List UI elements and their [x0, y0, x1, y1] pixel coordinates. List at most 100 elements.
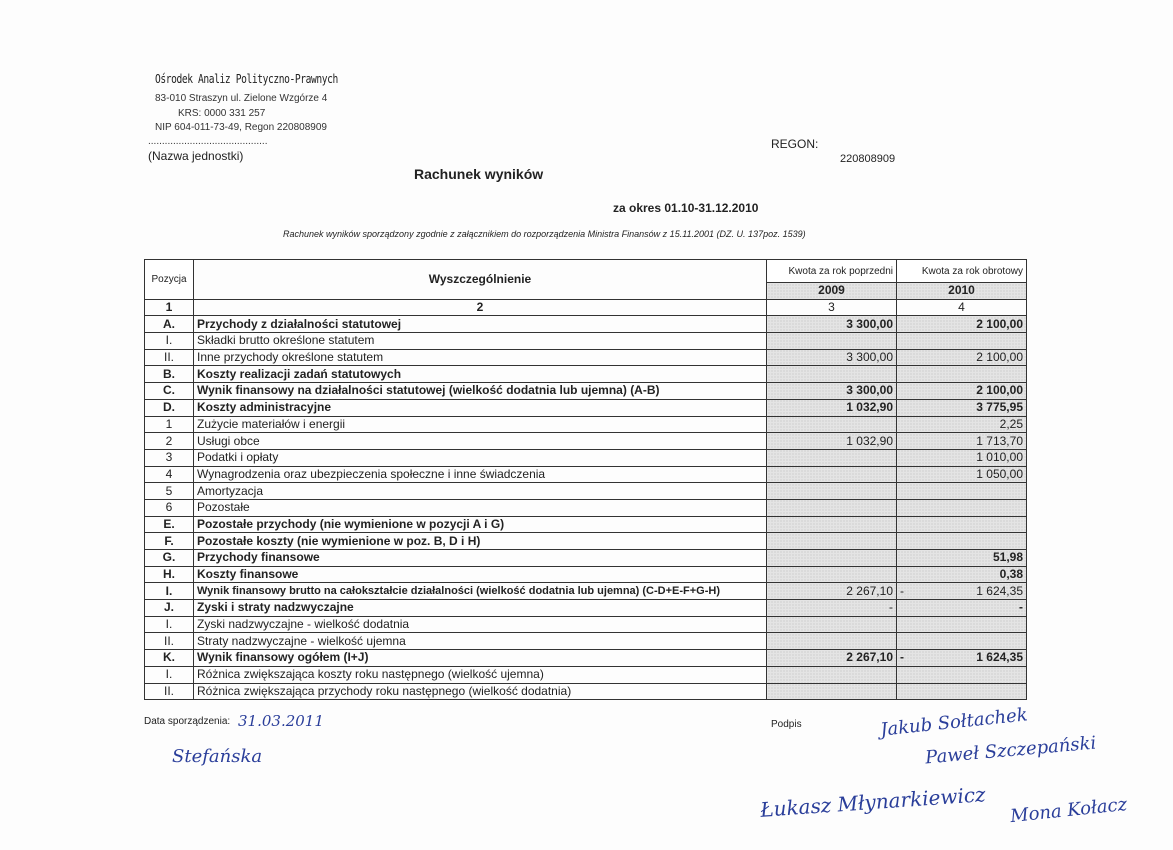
- table-row: I. Wynik finansowy brutto na całokształci…: [144, 582, 1027, 601]
- row-prev-amount: [766, 549, 897, 567]
- table-row: II. Różnica zwiększająca przychody roku n…: [144, 682, 1027, 701]
- col-num-1: 1: [144, 298, 194, 317]
- dotted-line: ........................................…: [148, 136, 268, 147]
- table-row: K. Wynik finansowy ogółem (I+J) 2 267,10- 1…: [144, 649, 1027, 667]
- row-curr-amount: [896, 665, 1027, 684]
- row-description: Koszty finansowe: [193, 565, 767, 584]
- row-position: G.: [144, 549, 194, 567]
- row-curr-amount: [896, 515, 1027, 534]
- row-prev-amount: [766, 365, 897, 384]
- row-prev-amount: 1 032,90: [766, 398, 897, 417]
- header-prev-year: 2009: [766, 282, 897, 300]
- row-prev-amount: [766, 415, 897, 434]
- row-curr-amount: [896, 365, 1027, 384]
- row-position: I.: [144, 332, 194, 350]
- date-value: 31.03.2011: [238, 712, 324, 730]
- header-desc: Wyszczególnienie: [193, 259, 767, 300]
- curr-value: 2,25: [999, 416, 1023, 431]
- row-prev-amount: [766, 615, 897, 634]
- row-prev-amount: 3 300,00: [766, 315, 897, 334]
- table-row: F. Pozostałe koszty (nie wymienione w poz…: [144, 532, 1027, 550]
- row-position: E.: [144, 515, 194, 534]
- signature-1: Jakub Sołtachek: [879, 704, 1029, 741]
- curr-value: 1 624,35: [976, 650, 1023, 665]
- row-position: I.: [144, 615, 194, 634]
- table-row: D. Koszty administracyjne 1 032,90 3 775,95: [144, 398, 1027, 417]
- table-row: 5 Amortyzacja: [144, 482, 1027, 500]
- legal-note: Rachunek wyników sporządzony zgodnie z z…: [283, 229, 806, 239]
- page-title: Rachunek wyników: [414, 166, 544, 182]
- col-num-4: 4: [896, 298, 1027, 317]
- row-position: 1: [144, 415, 194, 434]
- row-position: K.: [144, 649, 194, 667]
- row-description: Wynik finansowy ogółem (I+J): [193, 649, 767, 667]
- org-name: Ośrodek Analiz Polityczno-Prawnych: [155, 72, 338, 86]
- row-position: C.: [144, 382, 194, 400]
- row-curr-amount: [896, 632, 1027, 651]
- row-prev-amount: [766, 532, 897, 550]
- row-curr-amount: -: [896, 599, 1027, 617]
- row-curr-amount: [896, 615, 1027, 634]
- table-row: B. Koszty realizacji zadań statutowych: [144, 365, 1027, 384]
- unit-label: (Nazwa jednostki): [148, 149, 244, 163]
- row-curr-amount: 2 100,00: [896, 348, 1027, 367]
- curr-value: 2 100,00: [976, 350, 1023, 365]
- curr-value: 51,98: [992, 550, 1023, 565]
- minus-sign: -: [900, 583, 904, 598]
- row-description: Pozostałe przychody (nie wymienione w po…: [193, 515, 767, 534]
- row-description: Straty nadzwyczajne - wielkość ujemna: [193, 632, 767, 651]
- table-row: H. Koszty finansowe 0,38: [144, 565, 1027, 584]
- minus-sign: -: [900, 650, 904, 665]
- row-prev-amount: [766, 515, 897, 534]
- curr-value: 1 050,00: [976, 466, 1023, 481]
- table-row: E. Pozostałe przychody (nie wymienione w …: [144, 515, 1027, 534]
- header-curr: Kwota za rok obrotowy: [896, 259, 1027, 283]
- curr-value: 1 624,35: [976, 583, 1023, 598]
- signature-3: Łukasz Młynarkiewicz: [759, 782, 987, 822]
- preparer-signature: Stefańska: [172, 746, 263, 767]
- row-description: Przychody finansowe: [193, 549, 767, 567]
- col-num-2: 2: [193, 298, 767, 317]
- date-label: Data sporządzenia:: [144, 716, 231, 727]
- row-description: Koszty administracyjne: [193, 398, 767, 417]
- row-prev-amount: 1 032,90: [766, 432, 897, 450]
- curr-value: -: [1019, 600, 1023, 615]
- table-row: 1 Zużycie materiałów i energii 2,25: [144, 415, 1027, 434]
- row-curr-amount: 3 775,95: [896, 398, 1027, 417]
- row-description: Inne przychody określone statutem: [193, 348, 767, 367]
- row-prev-amount: 2 267,10: [766, 582, 897, 601]
- table-row: A. Przychody z działalności statutowej 3 3…: [144, 315, 1027, 334]
- org-nip: NIP 604-011-73-49, Regon 220808909: [155, 122, 327, 133]
- row-description: Pozostałe: [193, 498, 767, 517]
- row-curr-amount: [896, 682, 1027, 701]
- row-description: Różnica zwiększająca koszty roku następn…: [193, 665, 767, 684]
- row-position: 3: [144, 448, 194, 467]
- row-position: II.: [144, 348, 194, 367]
- header-pos: Pozycja: [144, 259, 194, 300]
- row-prev-amount: [766, 498, 897, 517]
- curr-value: 2 100,00: [976, 383, 1023, 398]
- row-curr-amount: 2,25: [896, 415, 1027, 434]
- row-curr-amount: 1 713,70: [896, 432, 1027, 450]
- row-curr-amount: 2 100,00: [896, 382, 1027, 400]
- table-row: II. Straty nadzwyczajne - wielkość ujemna: [144, 632, 1027, 651]
- row-prev-amount: [766, 332, 897, 350]
- row-position: 2: [144, 432, 194, 450]
- row-position: B.: [144, 365, 194, 384]
- row-curr-amount: 2 100,00: [896, 315, 1027, 334]
- row-prev-amount: 3 300,00: [766, 382, 897, 400]
- curr-value: 2 100,00: [976, 316, 1023, 331]
- header-curr-year: 2010: [896, 282, 1027, 300]
- signature-2: Paweł Szczepański: [924, 732, 1098, 769]
- row-prev-amount: [766, 465, 897, 484]
- header-prev: Kwota za rok poprzedni: [766, 259, 897, 283]
- row-description: Podatki i opłaty: [193, 448, 767, 467]
- row-position: H.: [144, 565, 194, 584]
- row-position: A.: [144, 315, 194, 334]
- row-position: 6: [144, 498, 194, 517]
- row-prev-amount: -: [766, 599, 897, 617]
- org-address: 83-010 Straszyn ul. Zielone Wzgórze 4: [155, 93, 328, 104]
- row-curr-amount: [896, 332, 1027, 350]
- row-description: Wynik finansowy na działalności statutow…: [193, 382, 767, 400]
- table-row: J. Zyski i straty nadzwyczajne - -: [144, 599, 1027, 617]
